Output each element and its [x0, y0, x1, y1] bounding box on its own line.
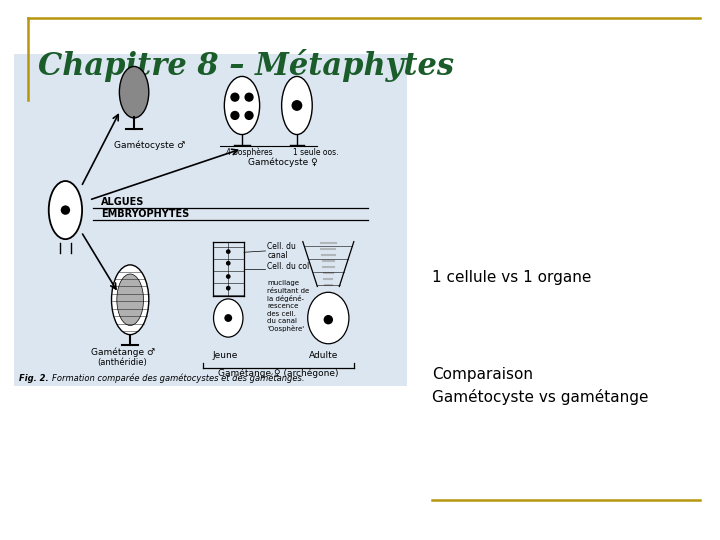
Ellipse shape: [282, 77, 312, 134]
Text: Gamétocyste ♂: Gamétocyste ♂: [114, 140, 186, 150]
Text: mucilage
résultant de
la dégéné-
rescence
des cell.
du canal
'Oosphère': mucilage résultant de la dégéné- rescenc…: [268, 280, 310, 333]
Text: Gamétange ♂: Gamétange ♂: [91, 347, 155, 356]
Text: EMBRYOPHYTES: EMBRYOPHYTES: [101, 209, 189, 219]
Text: canal: canal: [268, 251, 288, 260]
Circle shape: [225, 314, 232, 322]
Circle shape: [226, 249, 230, 254]
Ellipse shape: [225, 77, 260, 134]
Text: Gamétange ♀ (archégone): Gamétange ♀ (archégone): [218, 369, 338, 378]
Text: 1 cellule vs 1 organe: 1 cellule vs 1 organe: [432, 270, 591, 285]
Circle shape: [231, 112, 239, 119]
Text: Cell. du col: Cell. du col: [268, 262, 310, 271]
Ellipse shape: [120, 66, 149, 118]
Bar: [14, 54, 407, 386]
Circle shape: [226, 286, 230, 291]
Ellipse shape: [117, 274, 143, 326]
Ellipse shape: [49, 181, 82, 239]
Text: Jeune: Jeune: [212, 351, 238, 360]
Circle shape: [60, 205, 70, 215]
Circle shape: [245, 112, 253, 119]
Text: ALGUES: ALGUES: [101, 197, 144, 207]
Circle shape: [245, 93, 253, 101]
Text: (anthéridie): (anthéridie): [96, 357, 147, 367]
Circle shape: [231, 93, 239, 101]
Text: Fig. 2.: Fig. 2.: [19, 374, 52, 383]
Text: Gamétocyste ♀: Gamétocyste ♀: [248, 158, 318, 167]
Circle shape: [292, 101, 302, 110]
Text: Comparaison
Gamétocyste vs gamétange: Comparaison Gamétocyste vs gamétange: [432, 367, 649, 404]
Text: 4 oosphères: 4 oosphères: [226, 148, 273, 157]
Text: Formation comparée des gamétocystes et des gamétanges.: Formation comparée des gamétocystes et d…: [53, 373, 305, 383]
Ellipse shape: [112, 265, 149, 335]
Text: Adulte: Adulte: [309, 351, 338, 360]
Ellipse shape: [307, 292, 349, 344]
Ellipse shape: [214, 299, 243, 337]
Circle shape: [323, 315, 333, 325]
Circle shape: [226, 274, 230, 279]
Text: Cell. du: Cell. du: [268, 242, 297, 251]
Text: 1 seule oos.: 1 seule oos.: [293, 148, 338, 157]
Circle shape: [226, 261, 230, 266]
Text: Chapitre 8 – Métaphytes: Chapitre 8 – Métaphytes: [38, 49, 454, 82]
